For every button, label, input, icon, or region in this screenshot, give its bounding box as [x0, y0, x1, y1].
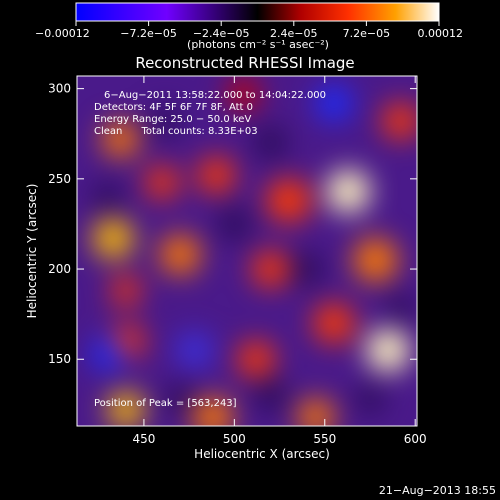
heatmap-blob-27	[151, 106, 181, 136]
axis-ticks: 450 500 550 600 150 200 250 300	[48, 76, 427, 446]
x-tick-label: 500	[223, 432, 246, 446]
y-tick-label: 200	[48, 262, 71, 276]
heatmap-blob-19	[91, 337, 125, 371]
heatmap-blob-6	[326, 169, 370, 214]
y-tick-label: 300	[48, 82, 71, 96]
heatmap-blob-5	[297, 398, 334, 426]
heatmap-blob-1	[93, 218, 134, 259]
heatmap-blob-28	[254, 379, 287, 412]
heatmap-blob-21	[176, 332, 213, 369]
heatmap-blob-24	[218, 207, 251, 241]
footer-timestamp: 21−Aug−2013 18:55	[379, 484, 496, 497]
heatmap-blob-8	[353, 238, 398, 282]
heatmap-blob-3	[107, 391, 144, 426]
heatmap-blob-0	[102, 121, 139, 158]
annotation-line-time: 6−Aug−2011 13:58:22.000 to 14:04:22.000	[104, 90, 326, 101]
heatmap-blob-11	[160, 234, 200, 275]
heatmap-blob-15	[145, 166, 179, 199]
colorbar: −0.00012 −7.2e−05 −2.4e−05 2.4e−05 7.2e−05 0.…	[35, 2, 463, 51]
heatmap-blob-16	[382, 103, 417, 140]
colorbar-ticks: −0.00012 −7.2e−05 −2.4e−05 2.4e−05 7.2e−05 0.…	[35, 21, 463, 40]
y-tick-label: 150	[48, 352, 71, 366]
colorbar-tick-label: −0.00012	[35, 27, 90, 40]
colorbar-tick-label: −2.4e−05	[193, 27, 250, 40]
peak-position-label: Position of Peak = [563,243]	[94, 398, 237, 409]
heatmap-blob-29	[355, 384, 385, 414]
heatmap-blob-14	[237, 341, 275, 378]
heatmap-blob-26	[93, 182, 123, 212]
colorbar-tick-label: 2.4e−05	[270, 27, 317, 40]
heatmap-blob-18	[111, 276, 141, 306]
colorbar-tick-label: −7.2e−05	[120, 27, 177, 40]
heatmap-blob-12	[252, 250, 289, 288]
y-tick-label: 250	[48, 172, 71, 186]
y-axis-label: Heliocentric Y (arcsec)	[25, 184, 39, 319]
heatmap-blob-23	[290, 252, 323, 286]
heatmap-blob-20	[315, 84, 352, 122]
heatmap-blob-10	[198, 157, 235, 194]
heatmap-blob-30	[165, 384, 195, 414]
x-tick-label: 600	[404, 432, 427, 446]
x-axis-label: Heliocentric X (arcsec)	[194, 447, 330, 461]
x-tick-label: 550	[313, 432, 336, 446]
heatmap-blob-7	[366, 328, 410, 372]
heatmap-blob-17	[227, 77, 260, 111]
colorbar-tick-label: 7.2e−05	[343, 27, 390, 40]
chart-title: Reconstructed RHESSI Image	[135, 54, 354, 72]
colorbar-unit-label: (photons cm⁻² s⁻¹ asec⁻²)	[187, 38, 329, 51]
heatmap-blob-25	[254, 126, 287, 160]
annotation-line-clean: Clean Total counts: 8.33E+03	[94, 126, 258, 137]
heatmap-blob-9	[266, 178, 311, 223]
x-tick-label: 450	[132, 432, 155, 446]
heatmap-blob-22	[386, 294, 416, 324]
colorbar-tick-label: 0.00012	[418, 27, 464, 40]
colorbar-ramp	[75, 2, 440, 22]
heatmap-blob-13	[313, 303, 354, 344]
heatmap-blob-4	[192, 397, 233, 426]
annotation-line-detectors: Detectors: 4F 5F 6F 7F 8F, Att 0	[94, 102, 253, 113]
plot-area: 450 500 550 600 150 200 250 300	[48, 75, 427, 446]
annotation-line-energy: Energy Range: 25.0 − 50.0 keV	[94, 114, 251, 125]
image-annotations: 6−Aug−2011 13:58:22.000 to 14:04:22.000 …	[94, 90, 326, 137]
heatmap-blobs	[91, 77, 417, 426]
